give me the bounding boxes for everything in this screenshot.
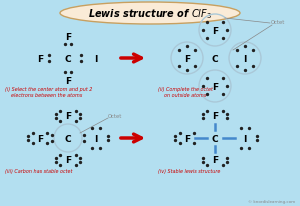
Text: F: F [65, 76, 71, 85]
Text: F: F [212, 112, 218, 121]
Text: F: F [184, 134, 190, 143]
Text: F: F [212, 156, 218, 165]
Ellipse shape [60, 3, 240, 25]
Text: C: C [212, 134, 218, 143]
Text: Lewis structure of $\mathit{ClF_3}$: Lewis structure of $\mathit{ClF_3}$ [88, 7, 212, 21]
Text: C: C [65, 134, 71, 143]
Text: Octet: Octet [108, 114, 122, 119]
Text: F: F [212, 82, 218, 91]
Text: F: F [65, 32, 71, 41]
Text: Octet: Octet [271, 19, 285, 24]
Text: I: I [94, 54, 98, 63]
Text: (iv) Stable lewis structure: (iv) Stable lewis structure [158, 168, 220, 173]
Text: F: F [65, 112, 71, 121]
Text: C: C [212, 54, 218, 63]
Text: © knordislearning.com: © knordislearning.com [248, 199, 295, 203]
Text: C: C [65, 54, 71, 63]
Text: F: F [37, 134, 43, 143]
Text: I: I [94, 134, 98, 143]
Text: F: F [37, 54, 43, 63]
Text: (ii) Complete the octet
    on outside atoms: (ii) Complete the octet on outside atoms [158, 87, 213, 97]
Text: (i) Select the center atom and put 2
    electrons between the atoms: (i) Select the center atom and put 2 ele… [5, 87, 92, 97]
Text: I: I [243, 134, 247, 143]
Text: (iii) Carbon has stable octet: (iii) Carbon has stable octet [5, 168, 72, 173]
Text: F: F [184, 54, 190, 63]
Text: F: F [212, 26, 218, 35]
Text: I: I [243, 54, 247, 63]
Text: F: F [65, 156, 71, 165]
